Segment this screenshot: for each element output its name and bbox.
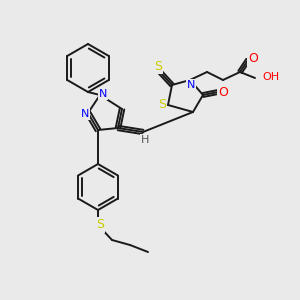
Text: N: N xyxy=(187,80,195,90)
Text: O: O xyxy=(218,85,228,98)
Text: N: N xyxy=(81,109,89,119)
Text: O: O xyxy=(248,52,258,65)
Text: OH: OH xyxy=(262,72,279,82)
Text: H: H xyxy=(141,135,149,145)
Text: S: S xyxy=(154,59,162,73)
Text: S: S xyxy=(96,218,104,232)
Text: N: N xyxy=(99,89,107,99)
Text: S: S xyxy=(158,98,166,110)
Text: OH: OH xyxy=(262,72,279,82)
